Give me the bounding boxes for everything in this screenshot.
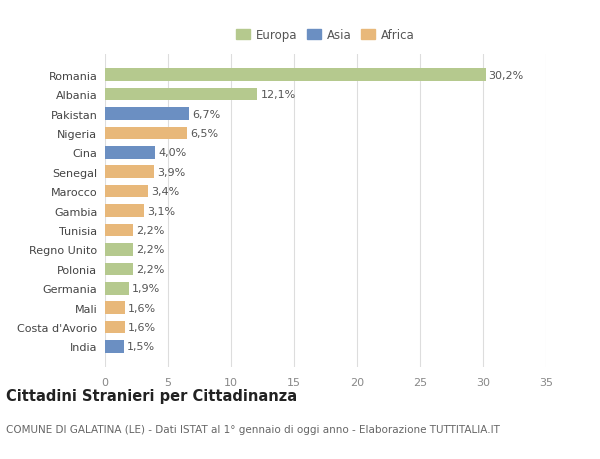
Bar bbox=[105, 166, 154, 179]
Text: 3,9%: 3,9% bbox=[157, 168, 185, 177]
Text: Cittadini Stranieri per Cittadinanza: Cittadini Stranieri per Cittadinanza bbox=[6, 388, 297, 403]
Text: 12,1%: 12,1% bbox=[260, 90, 296, 100]
Text: 3,4%: 3,4% bbox=[151, 187, 179, 197]
Bar bbox=[105, 321, 125, 334]
Text: 3,1%: 3,1% bbox=[147, 206, 175, 216]
Text: 2,2%: 2,2% bbox=[136, 245, 164, 255]
Text: 1,6%: 1,6% bbox=[128, 322, 157, 332]
Bar bbox=[105, 108, 190, 121]
Text: 1,5%: 1,5% bbox=[127, 342, 155, 352]
Text: 30,2%: 30,2% bbox=[488, 71, 524, 80]
Bar bbox=[105, 127, 187, 140]
Legend: Europa, Asia, Africa: Europa, Asia, Africa bbox=[233, 27, 418, 45]
Text: COMUNE DI GALATINA (LE) - Dati ISTAT al 1° gennaio di oggi anno - Elaborazione T: COMUNE DI GALATINA (LE) - Dati ISTAT al … bbox=[6, 425, 500, 435]
Bar bbox=[105, 282, 129, 295]
Bar bbox=[105, 69, 485, 82]
Bar bbox=[105, 185, 148, 198]
Bar bbox=[105, 244, 133, 256]
Text: 4,0%: 4,0% bbox=[158, 148, 187, 158]
Text: 1,9%: 1,9% bbox=[132, 284, 160, 294]
Bar bbox=[105, 89, 257, 101]
Text: 6,7%: 6,7% bbox=[193, 109, 221, 119]
Text: 1,6%: 1,6% bbox=[128, 303, 157, 313]
Text: 6,5%: 6,5% bbox=[190, 129, 218, 139]
Bar bbox=[105, 147, 155, 159]
Bar bbox=[105, 263, 133, 275]
Text: 2,2%: 2,2% bbox=[136, 264, 164, 274]
Bar bbox=[105, 224, 133, 237]
Bar bbox=[105, 302, 125, 314]
Bar bbox=[105, 205, 144, 218]
Bar bbox=[105, 341, 124, 353]
Text: 2,2%: 2,2% bbox=[136, 225, 164, 235]
